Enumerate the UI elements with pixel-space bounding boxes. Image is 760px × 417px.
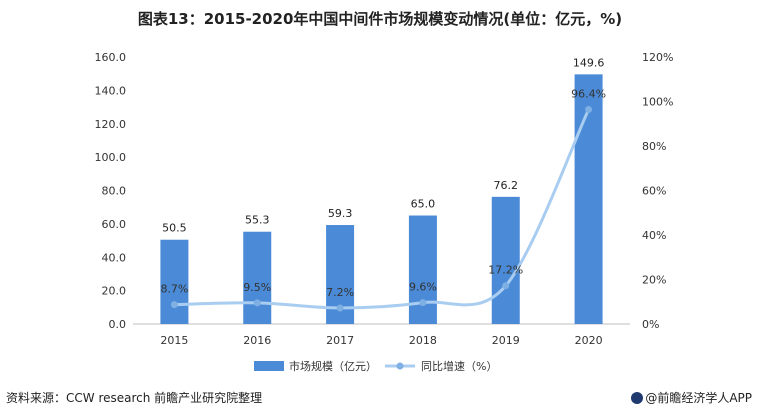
x-tick-label: 2016 [243, 334, 271, 347]
growth-point [419, 299, 427, 307]
legend-bar-label: 市场规模（亿元） [289, 359, 377, 373]
source-note: 资料来源：CCW research 前瞻产业研究院整理 [6, 391, 263, 405]
bar-value-label: 65.0 [411, 198, 436, 211]
growth-point [336, 304, 344, 312]
growth-value-label: 7.2% [326, 286, 354, 299]
y-tick-label: 0.0 [109, 318, 127, 331]
chart-title: 图表13：2015-2020年中国中间件市场规模变动情况(单位：亿元，%) [137, 10, 623, 28]
y2-tick-label: 40% [642, 229, 666, 242]
growth-line [174, 108, 590, 310]
y2-tick-label: 80% [642, 140, 666, 153]
x-tick-label: 2019 [492, 334, 520, 347]
growth-value-label: 9.5% [243, 281, 271, 294]
brand-text: @前瞻经济学人APP [645, 391, 752, 405]
legend-line-marker [396, 362, 404, 370]
growth-point [502, 282, 510, 290]
x-tick-label: 2015 [160, 334, 188, 347]
bar [408, 215, 437, 324]
y-tick-label: 40.0 [102, 251, 127, 264]
bar [574, 74, 603, 324]
x-tick-label: 2020 [575, 334, 603, 347]
bar-value-label: 55.3 [245, 214, 270, 227]
x-tick-label: 2017 [326, 334, 354, 347]
growth-value-label: 17.2% [488, 264, 523, 277]
y2-tick-label: 20% [642, 274, 666, 287]
bar [491, 196, 520, 324]
y-tick-label: 80.0 [102, 185, 127, 198]
y-tick-label: 140.0 [95, 84, 127, 97]
brand-logo-icon [631, 392, 644, 404]
growth-value-label: 8.7% [160, 283, 188, 296]
bar-value-label: 50.5 [162, 222, 187, 235]
bar-value-label: 149.6 [573, 56, 605, 69]
x-tick-label: 2018 [409, 334, 437, 347]
brand-credit: @前瞻经济学人APP [631, 389, 752, 406]
bar [160, 239, 189, 324]
y-tick-label: 100.0 [95, 151, 127, 164]
legend-bar-swatch [254, 361, 284, 371]
growth-point [585, 106, 593, 114]
y-tick-label: 120.0 [95, 118, 127, 131]
growth-point [253, 299, 261, 307]
y2-tick-label: 0% [642, 318, 659, 331]
y-tick-label: 20.0 [102, 285, 127, 298]
bar-value-label: 76.2 [494, 179, 519, 192]
y2-tick-label: 60% [642, 185, 666, 198]
growth-point [170, 301, 178, 309]
bar-value-label: 59.3 [328, 207, 353, 220]
bar [243, 231, 272, 324]
y-tick-label: 160.0 [95, 51, 127, 64]
legend-line-label: 同比增速（%） [421, 359, 497, 373]
y2-tick-label: 100% [642, 96, 673, 109]
y-tick-label: 60.0 [102, 218, 127, 231]
growth-value-label: 96.4% [571, 88, 606, 101]
y2-tick-label: 120% [642, 51, 673, 64]
growth-value-label: 9.6% [409, 281, 437, 294]
